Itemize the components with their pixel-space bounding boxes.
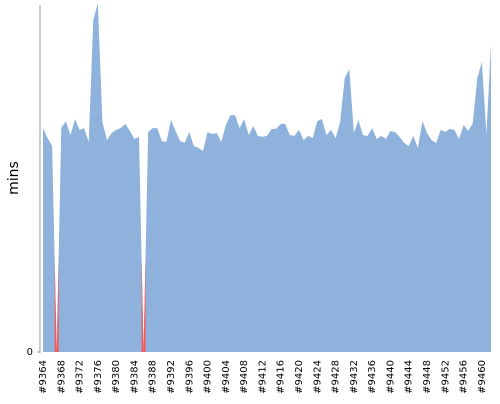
x-tick-label: #9364 — [38, 360, 49, 394]
x-tick-label: #9412 — [257, 360, 268, 394]
y-tick-label: 0 — [27, 347, 33, 358]
x-tick-label: #9432 — [349, 360, 360, 394]
x-tick-label: #9448 — [422, 360, 433, 394]
x-tick-label: #9444 — [404, 360, 415, 394]
x-tick-label: #9428 — [331, 360, 342, 394]
failed-area — [141, 255, 146, 352]
x-tick-label: #9368 — [56, 360, 67, 394]
x-tick-label: #9416 — [276, 360, 287, 394]
failed-area — [54, 254, 59, 352]
y-axis-label: mins — [6, 161, 22, 195]
x-tick-label: #9452 — [440, 360, 451, 394]
x-tick-label: #9400 — [203, 360, 214, 394]
x-tick-label: #9396 — [184, 360, 195, 394]
area — [43, 3, 491, 353]
x-tick-label: #9380 — [111, 360, 122, 394]
x-tick-label: #9392 — [166, 360, 177, 394]
x-tick-label: #9376 — [93, 360, 104, 394]
x-tick-label: #9436 — [367, 360, 378, 394]
x-tick-label: #9408 — [239, 360, 250, 394]
x-tick-label: #9384 — [129, 360, 140, 394]
x-tick-label: #9388 — [148, 360, 159, 394]
x-tick-label: #9372 — [75, 360, 86, 394]
x-tick-label: #9460 — [477, 360, 488, 394]
x-tick-label: #9456 — [459, 360, 470, 394]
x-tick-label: #9420 — [294, 360, 305, 394]
x-tick-label: #9424 — [312, 360, 323, 394]
x-tick-label: #9440 — [385, 360, 396, 394]
x-tick-label: #9404 — [221, 360, 232, 394]
